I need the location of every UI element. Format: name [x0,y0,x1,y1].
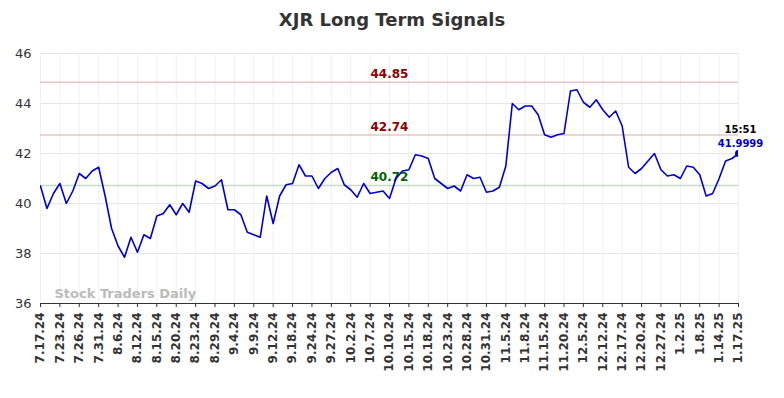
svg-text:38: 38 [15,246,32,261]
svg-text:12.17.24: 12.17.24 [615,313,629,372]
svg-text:11.5.24: 11.5.24 [499,313,513,364]
svg-text:11.8.24: 11.8.24 [518,313,532,364]
svg-text:8.20.24: 8.20.24 [169,313,183,364]
svg-text:12.27.24: 12.27.24 [654,313,668,372]
svg-text:10.15.24: 10.15.24 [402,313,416,372]
svg-text:12.20.24: 12.20.24 [634,313,648,372]
svg-text:9.18.24: 9.18.24 [285,313,299,364]
svg-text:9.24.24: 9.24.24 [305,313,319,364]
svg-text:8.12.24: 8.12.24 [130,313,144,364]
svg-text:7.31.24: 7.31.24 [92,313,106,364]
svg-text:1.2.25: 1.2.25 [673,313,687,356]
svg-text:40.72: 40.72 [371,170,409,184]
svg-text:8.15.24: 8.15.24 [150,313,164,364]
svg-text:36: 36 [15,296,32,311]
svg-text:9.12.24: 9.12.24 [266,313,280,364]
svg-text:10.2.24: 10.2.24 [344,313,358,364]
svg-text:8.6.24: 8.6.24 [111,313,125,356]
html-text:XJR Long Term Signals: XJR Long Term Signals [278,9,506,30]
svg-text:10.18.24: 10.18.24 [421,313,435,372]
svg-text:10.28.24: 10.28.24 [460,313,474,372]
svg-text:7.23.24: 7.23.24 [53,313,67,364]
svg-text:44: 44 [15,96,32,111]
svg-text:9.4.24: 9.4.24 [227,313,241,356]
svg-text:1.17.25: 1.17.25 [731,313,745,364]
svg-text:Stock Traders Daily: Stock Traders Daily [55,286,197,301]
svg-text:42.74: 42.74 [371,120,409,134]
svg-text:42: 42 [15,146,32,161]
svg-text:11.20.24: 11.20.24 [557,313,571,372]
svg-text:10.23.24: 10.23.24 [441,313,455,372]
svg-text:7.17.24: 7.17.24 [33,313,47,364]
svg-text:44.85: 44.85 [371,67,409,81]
svg-text:10.31.24: 10.31.24 [479,313,493,372]
svg-text:7.26.24: 7.26.24 [72,313,86,364]
svg-text:40: 40 [15,196,32,211]
svg-text:8.29.24: 8.29.24 [208,313,222,364]
svg-text:9.27.24: 9.27.24 [324,313,338,364]
svg-text:10.10.24: 10.10.24 [382,313,396,372]
svg-text:10.7.24: 10.7.24 [363,313,377,364]
svg-text:12.12.24: 12.12.24 [596,313,610,372]
svg-text:11.15.24: 11.15.24 [537,313,551,372]
svg-text:15:51: 15:51 [725,124,757,135]
svg-text:41.9999: 41.9999 [718,138,764,149]
svg-text:1.8.25: 1.8.25 [693,313,707,356]
svg-text:8.23.24: 8.23.24 [188,313,202,364]
svg-text:46: 46 [15,46,32,61]
svg-text:12.5.24: 12.5.24 [576,313,590,364]
svg-text:1.14.25: 1.14.25 [712,313,726,364]
svg-text:9.9.24: 9.9.24 [247,313,261,356]
